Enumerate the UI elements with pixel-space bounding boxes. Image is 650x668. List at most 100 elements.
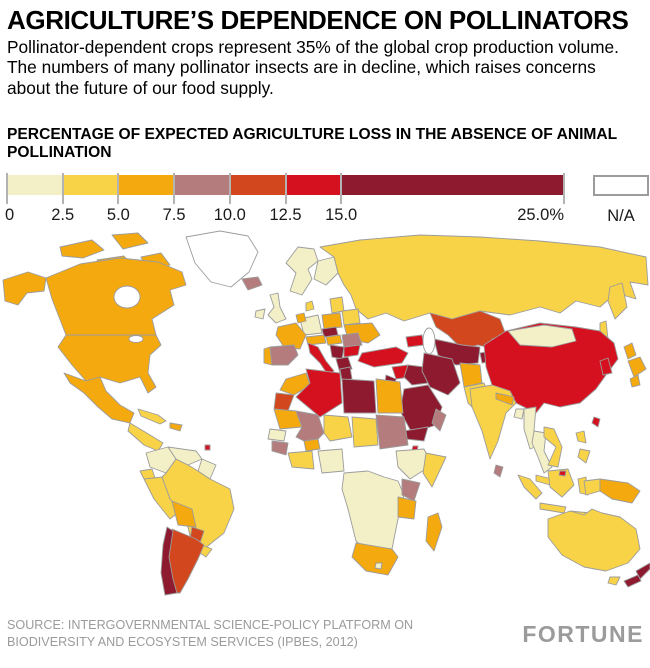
region-chad: [351, 416, 379, 448]
region-arctic-islands: [59, 239, 105, 259]
region-algeria: [295, 368, 343, 418]
world-map-svg: [2, 230, 650, 596]
region-norway-sweden: [285, 246, 319, 296]
region-nigeria: [317, 448, 345, 474]
legend-tick-label: 25.0%: [517, 205, 564, 224]
region-niger: [323, 414, 353, 442]
region-alaska: [2, 271, 47, 306]
legend-segment: [285, 174, 342, 195]
legend-tick-label: 12.5: [269, 205, 302, 224]
region-madagascar: [425, 512, 443, 552]
legend-segment: [341, 174, 564, 195]
region-switzerland-austria: [305, 334, 327, 346]
legend-tick: [228, 172, 231, 204]
legend-title: PERCENTAGE OF EXPECTED AGRICULTURE LOSS …: [7, 126, 617, 161]
caspian-sea: [422, 327, 436, 355]
region-egypt: [375, 378, 404, 414]
region-romania: [341, 332, 363, 348]
region-uk: [267, 292, 287, 324]
region-hungary: [325, 334, 343, 346]
region-tanzania: [397, 496, 417, 520]
legend-segment: [62, 174, 119, 195]
region-papua-new-guinea: [599, 478, 641, 504]
legend-na-swatch: [593, 174, 649, 196]
region-russia: [607, 282, 628, 320]
region-brunei: [558, 470, 567, 477]
page-title: AGRICULTURE’S DEPENDENCE ON POLLINATORS: [7, 5, 629, 35]
legend-tick-label: 15.0: [325, 205, 358, 224]
legend-tick: [173, 172, 176, 204]
source-credit: SOURCE: INTERGOVERNMENTAL SCIENCE-POLICY…: [7, 618, 414, 649]
region-indonesia: [547, 468, 575, 498]
legend-segment: [229, 174, 286, 195]
region-indonesia: [517, 474, 543, 500]
region-spain: [269, 344, 299, 366]
legend-segment: [174, 174, 230, 195]
region-new-zealand: [623, 574, 642, 588]
region-colombia: [145, 446, 177, 474]
region-balkans: [329, 344, 345, 360]
region-arctic-islands: [111, 232, 149, 250]
region-belarus: [341, 308, 361, 326]
world-map: [0, 226, 650, 602]
region-australia: [607, 576, 621, 586]
region-russia: [319, 234, 649, 322]
region-hispaniola: [169, 422, 183, 432]
region-finland: [313, 256, 339, 286]
region-guinea: [271, 440, 289, 456]
region-cuba: [137, 408, 167, 425]
region-ireland: [254, 308, 266, 320]
page-subtitle: Pollinator-dependent crops represent 35%…: [7, 37, 619, 98]
region-japan: [623, 342, 637, 360]
fortune-logo: FORTUNE: [522, 621, 644, 647]
region-yemen: [403, 426, 429, 442]
region-iceland: [241, 276, 263, 291]
region-bulgaria: [343, 344, 361, 358]
region-afghanistan: [459, 362, 483, 388]
region-south-africa: [351, 542, 399, 576]
region-mongolia: [507, 324, 577, 348]
legend-segment: [118, 174, 175, 195]
region-poland: [321, 312, 343, 330]
region-japan: [629, 374, 641, 388]
legend-tick: [117, 172, 120, 204]
region-libya: [341, 378, 377, 414]
region-guyanas: [197, 458, 217, 480]
region-bolivia: [171, 500, 197, 528]
region-oman: [431, 408, 447, 432]
legend-tick-label: 10.0: [213, 205, 246, 224]
region-bangladesh: [513, 408, 525, 420]
region-kenya: [401, 478, 421, 502]
legend-tick-label: 2.5: [51, 205, 75, 224]
region-nepal: [495, 392, 515, 406]
region-sudan: [375, 414, 409, 450]
region-morocco: [279, 372, 311, 396]
legend-na-label: N/A: [607, 206, 635, 225]
region-tunisia: [339, 366, 353, 382]
region-burkina-faso: [303, 438, 321, 452]
region-benelux: [295, 312, 307, 324]
region-central-africa: [341, 470, 405, 558]
region-caucasus: [405, 334, 425, 348]
legend-segment: [7, 174, 63, 195]
region-vietnam-laos: [543, 426, 563, 468]
legend-tick-label: 0: [5, 205, 15, 224]
region-usa: [57, 334, 162, 394]
region-denmark: [305, 300, 315, 312]
region-india: [469, 384, 517, 460]
region-senegal: [267, 428, 287, 442]
region-trinidad: [204, 444, 211, 451]
region-somalia: [422, 452, 447, 488]
region-france: [275, 322, 307, 350]
region-western-sahara: [273, 392, 295, 412]
legend-tick-label: 5.0: [106, 205, 130, 224]
legend-bar: [7, 174, 564, 195]
legend-scale: 0 2.5 5.0 7.5 10.0 12.5 15.0 25.0% N/A: [5, 172, 649, 225]
legend-tick: [340, 172, 343, 204]
region-chile: [160, 526, 178, 596]
region-japan: [627, 356, 647, 378]
region-iran: [421, 352, 461, 396]
region-central-america: [127, 422, 164, 452]
region-turkey: [357, 346, 409, 368]
